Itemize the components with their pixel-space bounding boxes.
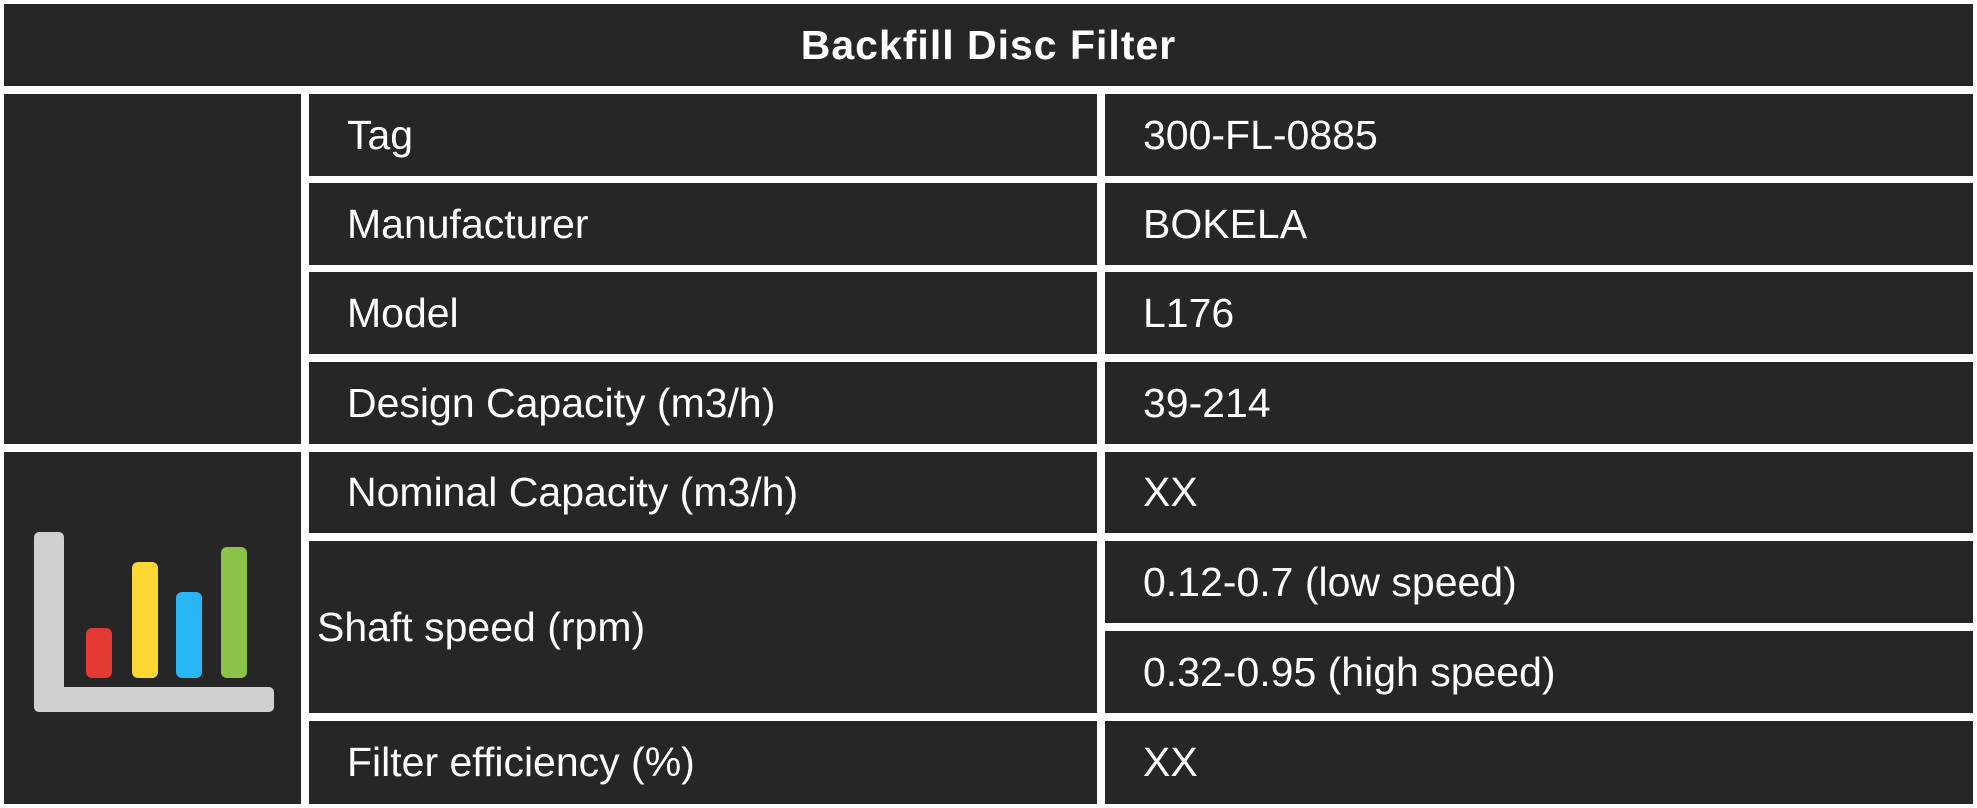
icon-axis-horizontal xyxy=(34,687,274,712)
bar-chart-icon xyxy=(34,532,274,712)
icon-bar-blue xyxy=(176,592,202,678)
label-shaft-speed: Shaft speed (rpm) xyxy=(309,541,1097,713)
icon-axis-vertical xyxy=(34,532,64,712)
value-model: L176 xyxy=(1105,272,1973,354)
icon-bar-yellow xyxy=(132,562,158,678)
label-model: Model xyxy=(309,272,1097,354)
icon-bar-green xyxy=(221,547,247,678)
label-nominal-capacity: Nominal Capacity (m3/h) xyxy=(309,452,1097,533)
label-tag: Tag xyxy=(309,94,1097,176)
value-manufacturer: BOKELA xyxy=(1105,183,1973,265)
chart-icon-cell xyxy=(4,452,301,804)
value-nominal-capacity: XX xyxy=(1105,452,1973,533)
value-shaft-speed-low: 0.12-0.7 (low speed) xyxy=(1105,541,1973,623)
blank-image-cell xyxy=(4,94,301,444)
icon-bar-red xyxy=(86,628,112,678)
value-shaft-speed-high: 0.32-0.95 (high speed) xyxy=(1105,631,1973,713)
label-design-capacity: Design Capacity (m3/h) xyxy=(309,362,1097,444)
value-tag: 300-FL-0885 xyxy=(1105,94,1973,176)
value-filter-efficiency: XX xyxy=(1105,721,1973,804)
table-title: Backfill Disc Filter xyxy=(4,4,1973,86)
label-filter-efficiency: Filter efficiency (%) xyxy=(309,721,1097,804)
value-design-capacity: 39-214 xyxy=(1105,362,1973,444)
label-manufacturer: Manufacturer xyxy=(309,183,1097,265)
